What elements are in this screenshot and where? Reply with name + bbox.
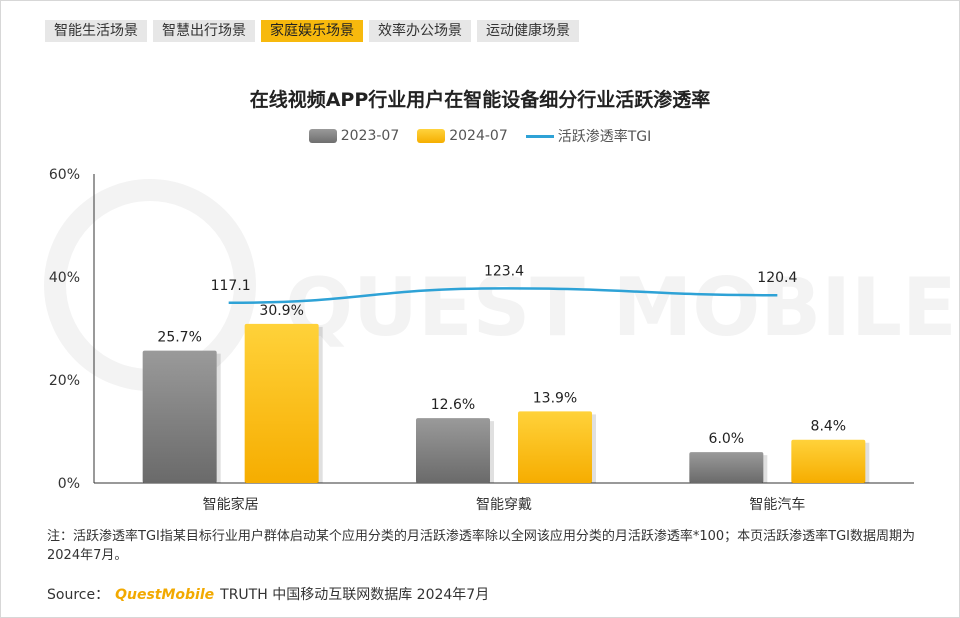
bar-2023-07-2: [689, 452, 764, 483]
legend-item-tgi: 活跃渗透率TGI: [525, 126, 652, 146]
footnote: 注：活跃渗透率TGI指某目标行业用户群体启动某个应用分类的月活跃渗透率除以全网该…: [47, 529, 916, 563]
y-tick-label-40: 40%: [49, 270, 80, 286]
data-label-2024-07-1: 13.9%: [533, 390, 577, 406]
source-text: TRUTH 中国移动互联网数据库 2024年7月: [220, 587, 490, 603]
source-prefix: Source：: [47, 587, 110, 603]
source-brand: QuestMobile: [115, 587, 215, 603]
source-line: Source： QuestMobile TRUTH 中国移动互联网数据库 202…: [47, 584, 489, 604]
tab-office-efficiency[interactable]: 效率办公场景: [369, 20, 471, 42]
legend-swatch-2024: [417, 129, 446, 143]
legend-item-2023: 2023-07: [308, 126, 400, 146]
bar-line-chart: QUEST MOBILE 0% 20% 40% 60% 25.7% 30.9% 智能家居 1…: [44, 167, 957, 513]
y-tick-label-0: 0%: [58, 476, 80, 492]
legend-label-2023: 2023-07: [340, 128, 400, 144]
x-tick-label-2: 智能汽车: [749, 496, 805, 513]
chart-title: 在线视频APP行业用户在智能设备细分行业活跃渗透率: [249, 89, 711, 111]
legend-item-2024: 2024-07: [417, 126, 508, 146]
scene-tabs: 智能生活场景 智慧出行场景 家庭娱乐场景 效率办公场景 运动健康场景: [45, 20, 579, 42]
tgi-label-0: 117.1: [211, 278, 251, 294]
y-tick-label-60: 60%: [49, 167, 80, 183]
data-label-2024-07-0: 30.9%: [259, 303, 303, 319]
tab-sports-health[interactable]: 运动健康场景: [477, 20, 579, 42]
chart-legend: 2023-07 2024-07 活跃渗透率TGI: [0, 126, 960, 146]
tab-smart-travel[interactable]: 智慧出行场景: [153, 20, 255, 42]
data-label-2024-07-2: 8.4%: [811, 419, 847, 435]
y-tick-label-20: 20%: [49, 373, 80, 389]
x-tick-label-1: 智能穿戴: [476, 497, 532, 513]
watermark: QUEST MOBILE: [44, 179, 957, 391]
data-label-2023-07-2: 6.0%: [709, 431, 745, 447]
bar-2024-07-1: [518, 411, 592, 483]
legend-label-2024: 2024-07: [449, 128, 508, 144]
legend-label-tgi: 活跃渗透率TGI: [557, 129, 652, 145]
tab-smart-life[interactable]: 智能生活场景: [45, 20, 147, 42]
legend-swatch-tgi: [525, 134, 554, 138]
bar-2023-07-0: [142, 350, 217, 483]
tab-home-entertainment[interactable]: 家庭娱乐场景: [261, 20, 363, 42]
tgi-label-1: 123.4: [484, 263, 524, 279]
x-tick-label-0: 智能家居: [203, 496, 259, 513]
legend-swatch-2023: [308, 129, 337, 143]
data-label-2023-07-0: 25.7%: [157, 330, 201, 346]
bar-2024-07-0: [244, 323, 319, 483]
tgi-label-2: 120.4: [757, 270, 797, 286]
watermark-text: QUEST MOBILE: [285, 261, 957, 354]
bar-2024-07-2: [791, 439, 866, 483]
data-label-2023-07-1: 12.6%: [431, 397, 475, 413]
tgi-series-line: [228, 287, 778, 305]
bar-2023-07-1: [416, 418, 490, 483]
